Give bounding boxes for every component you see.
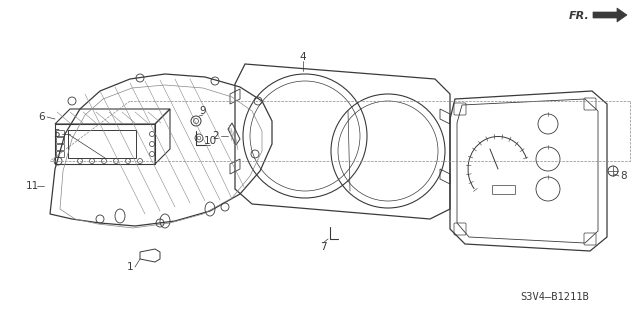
Text: 7: 7 (320, 242, 326, 252)
Text: 5: 5 (54, 129, 60, 139)
Text: S3V4—B1211B: S3V4—B1211B (520, 292, 589, 302)
Text: 9: 9 (200, 106, 206, 116)
Text: 1: 1 (127, 262, 133, 272)
Text: 6: 6 (38, 112, 45, 122)
Text: 11: 11 (26, 181, 38, 191)
Text: 4: 4 (300, 52, 307, 62)
Polygon shape (593, 8, 627, 22)
Text: 2: 2 (212, 131, 220, 141)
Text: 10: 10 (204, 136, 216, 146)
Text: 8: 8 (621, 171, 627, 181)
Text: FR.: FR. (569, 11, 590, 21)
